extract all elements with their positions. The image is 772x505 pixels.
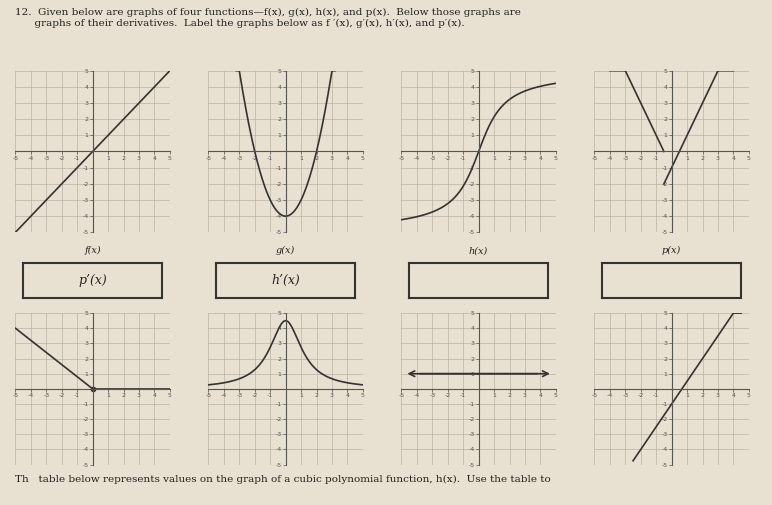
- Text: h(x): h(x): [469, 246, 488, 256]
- Text: f(x): f(x): [84, 246, 101, 256]
- Text: p’(x): p’(x): [78, 274, 107, 287]
- Text: Th   table below represents values on the graph of a cubic polynomial function, : Th table below represents values on the …: [15, 475, 551, 484]
- Text: 12.  Given below are graphs of four functions—f(x), g(x), h(x), and p(x).  Below: 12. Given below are graphs of four funct…: [15, 8, 521, 27]
- Text: g(x): g(x): [276, 246, 295, 256]
- Text: p(x): p(x): [662, 246, 681, 256]
- Text: h’(x): h’(x): [271, 274, 300, 287]
